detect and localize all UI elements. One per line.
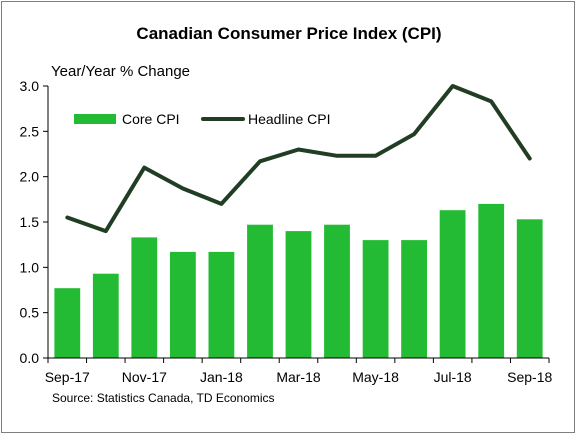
bar-core-cpi	[362, 240, 389, 358]
source-note: Source: Statistics Canada, TD Economics	[52, 391, 275, 405]
bar-core-cpi	[401, 240, 427, 358]
bar-core-cpi	[170, 251, 196, 358]
x-tick-label: Nov-17	[122, 369, 167, 385]
bar-core-cpi	[54, 288, 81, 358]
y-tick-label: 0.5	[20, 305, 40, 321]
bar-core-cpi	[131, 237, 158, 358]
x-tick-label: Sep-18	[507, 369, 552, 385]
y-tick-label: 2.0	[20, 169, 40, 185]
y-tick-label: 1.5	[20, 214, 40, 230]
legend-label-headline-cpi: Headline CPI	[248, 111, 331, 127]
bar-core-cpi	[439, 210, 466, 358]
x-tick-label: Jan-18	[200, 369, 243, 385]
bar-core-cpi	[285, 231, 312, 358]
bar-core-cpi	[92, 273, 119, 358]
bar-core-cpi	[324, 224, 350, 358]
y-tick-label: 2.5	[20, 123, 40, 139]
y-tick-label: 1.0	[20, 259, 40, 275]
bar-core-cpi	[247, 224, 273, 358]
chart-title: Canadian Consumer Price Index (CPI)	[136, 24, 442, 43]
bar-core-cpi	[478, 203, 505, 358]
x-tick-label: Mar-18	[276, 369, 321, 385]
bar-core-cpi	[516, 219, 543, 358]
y-tick-label: 3.0	[20, 78, 40, 94]
line-headline-cpi	[65, 84, 532, 234]
x-tick-label: Sep-17	[45, 369, 90, 385]
legend-label-core-cpi: Core CPI	[122, 111, 180, 127]
x-tick-label: Jul-18	[434, 369, 472, 385]
y-axis-label: Year/Year % Change	[51, 63, 190, 80]
x-tick-label: May-18	[352, 369, 399, 385]
legend-swatch-core-cpi	[74, 114, 116, 124]
y-tick-label: 0.0	[20, 350, 40, 366]
bar-core-cpi	[208, 251, 235, 358]
